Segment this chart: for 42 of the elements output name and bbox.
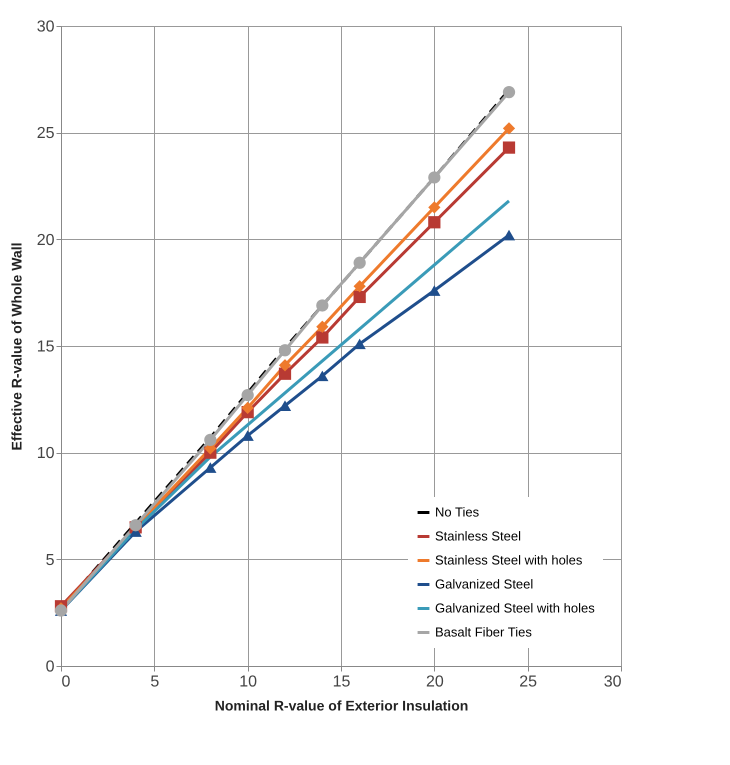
legend-label: Basalt Fiber Ties <box>435 624 532 640</box>
point <box>316 370 328 382</box>
x-tick-label: 30 <box>604 674 622 690</box>
point <box>316 299 328 312</box>
y-tick-label: 20 <box>36 232 55 249</box>
y-tick-label: 25 <box>36 125 55 142</box>
point <box>278 359 292 372</box>
x-tick-label: 0 <box>62 674 70 690</box>
point <box>428 216 440 228</box>
point <box>502 230 516 240</box>
point <box>278 344 292 356</box>
legend-label: Stainless Steel with holes <box>435 552 583 568</box>
legend-label: Stainless Steel <box>435 528 522 544</box>
point <box>204 434 216 446</box>
point <box>316 331 328 344</box>
x-tick-label: 20 <box>426 674 444 690</box>
y-axis-title: Effective R-value of Whole Wall <box>8 242 25 450</box>
point <box>316 320 328 333</box>
point <box>502 86 516 98</box>
point <box>428 171 440 184</box>
legend-label: No Ties <box>435 504 480 520</box>
y-tick-label: 10 <box>36 445 55 462</box>
y-tick-label: 0 <box>46 658 55 676</box>
point <box>502 122 516 135</box>
point <box>354 290 366 304</box>
y-tick-label: 30 <box>36 18 55 36</box>
point <box>502 141 516 154</box>
point <box>354 280 366 292</box>
point <box>354 256 366 269</box>
x-tick-label: 15 <box>332 674 350 690</box>
y-tick-label: 5 <box>46 552 55 569</box>
legend-label: Galvanized Steel <box>435 576 534 592</box>
point <box>242 388 254 402</box>
point <box>428 201 440 214</box>
legend-label: Galvanized Steel with holes <box>435 600 596 616</box>
x-tick-label: 10 <box>239 674 258 690</box>
y-tick-label: 15 <box>36 338 55 356</box>
x-axis-title: Nominal R-value of Exterior Insulation <box>214 698 468 714</box>
point <box>428 285 440 296</box>
x-tick-label: 5 <box>150 674 160 690</box>
x-tick-label: 25 <box>519 674 538 690</box>
point <box>242 402 254 414</box>
